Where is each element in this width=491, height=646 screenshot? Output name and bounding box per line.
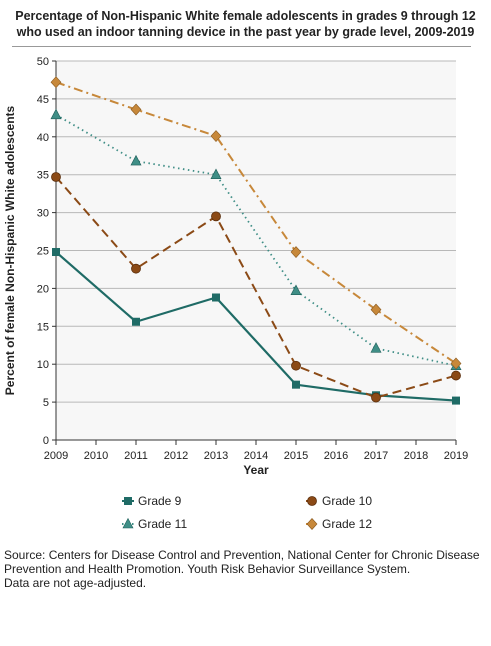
- chart-title: Percentage of Non-Hispanic White female …: [0, 8, 491, 40]
- data-point-grade-10-2017: [371, 392, 381, 403]
- x-tick-label-2011: 2011: [124, 450, 148, 462]
- data-point-grade-9-2013: [212, 293, 220, 302]
- y-tick-label-40: 40: [37, 132, 49, 144]
- x-tick-label-2013: 2013: [204, 450, 228, 462]
- chart-title-line-2: who used an indoor tanning device in the…: [16, 25, 475, 39]
- y-tick-label-35: 35: [37, 170, 49, 182]
- x-tick-label-2014: 2014: [244, 450, 268, 462]
- x-tick-label-2010: 2010: [84, 450, 108, 462]
- data-point-grade-11-2017: [370, 342, 382, 353]
- data-point-grade-11-2009: [50, 108, 62, 120]
- data-point-grade-12-2013: [210, 130, 222, 142]
- data-point-grade-9-2009: [52, 248, 60, 257]
- data-point-grade-11-2015: [290, 284, 302, 295]
- y-tick-label-0: 0: [43, 435, 49, 447]
- data-point-grade-12-2009: [50, 76, 62, 89]
- data-point-grade-11-2011: [130, 154, 142, 166]
- gridlines: [56, 60, 456, 403]
- legend-marker-grade-9: [124, 497, 132, 505]
- y-tick-label-20: 20: [37, 283, 49, 295]
- legend-marker-grade-12: [306, 518, 318, 530]
- x-tick-label-2019: 2019: [444, 450, 468, 462]
- legend-marker-grade-11: [122, 517, 134, 529]
- x-tick-label-2018: 2018: [404, 450, 428, 462]
- data-point-grade-10-2013: [211, 211, 221, 222]
- data-point-grade-12-2019: [450, 357, 462, 370]
- x-axis-label: Year: [243, 463, 269, 477]
- x-tick-label-2017: 2017: [364, 450, 388, 462]
- data-point-grade-12-2015: [290, 246, 302, 258]
- legend-label-grade-10: Grade 10: [322, 494, 372, 508]
- y-tick-label-25: 25: [37, 246, 49, 258]
- data-point-grade-11-2013: [210, 168, 222, 179]
- series-lines: [50, 76, 462, 405]
- data-point-grade-10-2009: [51, 172, 61, 182]
- legend: Grade 9 Grade 10 Grade 11 Grade 12: [122, 494, 372, 531]
- source-note-line-1: Source: Centers for Disease Control and …: [4, 548, 480, 562]
- data-point-grade-9-2011: [132, 317, 140, 326]
- x-tick-label-2015: 2015: [284, 450, 308, 462]
- source-note-line-3: Data are not age-adjusted.: [4, 576, 147, 590]
- data-point-grade-9-2019: [452, 396, 460, 405]
- x-tick-label-2009: 2009: [44, 450, 68, 462]
- y-tick-label-5: 5: [43, 397, 49, 409]
- data-point-grade-10-2019: [451, 370, 461, 381]
- y-tick-label-10: 10: [37, 359, 49, 371]
- title-divider: [12, 46, 471, 47]
- x-tick-label-2016: 2016: [324, 450, 348, 462]
- data-point-grade-10-2011: [131, 263, 141, 274]
- source-note-line-2: Prevention and Health Promotion. Youth R…: [4, 562, 411, 576]
- data-point-grade-12-2017: [370, 303, 382, 316]
- axes: 0 5 10 15 20 25 30 35 40 45 50 2009 2010 2011 2012 2013…: [37, 56, 468, 462]
- line-chart: 0 5 10 15 20 25 30 35 40 45 50 2009 2010 2011 2012 2013…: [3, 56, 468, 531]
- legend-label-grade-9: Grade 9: [138, 494, 182, 508]
- y-axis-label: Percent of female Non-Hispanic White ado…: [3, 105, 17, 395]
- y-tick-label-50: 50: [37, 56, 49, 68]
- chart-title-line-1: Percentage of Non-Hispanic White female …: [15, 9, 476, 23]
- data-point-grade-9-2015: [292, 380, 300, 389]
- y-tick-label-15: 15: [37, 321, 49, 333]
- legend-label-grade-12: Grade 12: [322, 517, 372, 531]
- y-tick-label-30: 30: [37, 208, 49, 220]
- x-tick-label-2012: 2012: [164, 450, 188, 462]
- series-line-grade-9: [55, 251, 457, 402]
- legend-label-grade-11: Grade 11: [138, 517, 187, 531]
- legend-marker-grade-10: [307, 496, 317, 506]
- data-point-grade-10-2015: [291, 360, 301, 371]
- series-line-grade-10: [55, 176, 457, 399]
- source-note: Source: Centers for Disease Control and …: [4, 548, 488, 590]
- y-tick-label-45: 45: [37, 94, 49, 106]
- data-point-grade-12-2011: [130, 103, 142, 116]
- series-line-grade-12: [55, 81, 457, 365]
